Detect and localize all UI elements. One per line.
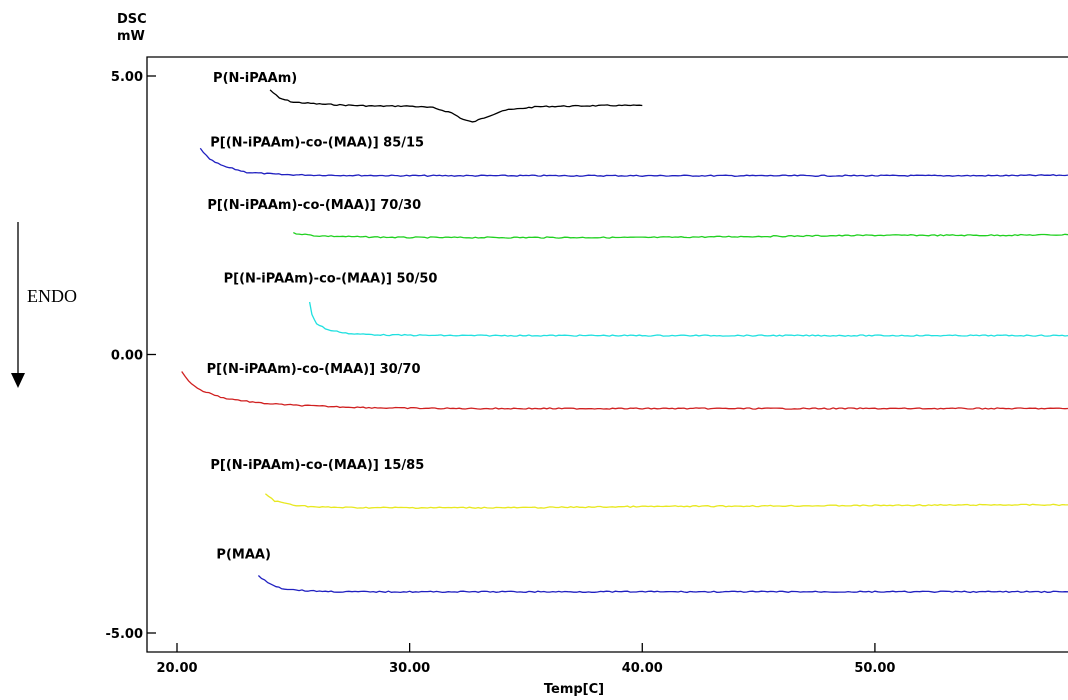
x-tick-label: 50.00 [854,661,895,676]
series-line-6 [264,493,1068,509]
series-line-5 [181,371,1068,410]
series-line-1 [269,89,643,123]
series-label-1: P(N-iPAAm) [213,71,297,86]
series-label-4: P[(N-iPAAm)-co-(MAA)] 50/50 [224,272,438,287]
y-tick-label: 0.00 [111,349,143,364]
series-label-7: P(MAA) [216,548,270,563]
series-label-2: P[(N-iPAAm)-co-(MAA)] 85/15 [210,135,424,150]
series-label-3: P[(N-iPAAm)-co-(MAA)] 70/30 [207,198,421,213]
y-tick-label: -5.00 [106,627,143,642]
endo-annotation: ENDO [27,286,77,306]
x-axis-title: Temp[C] [544,682,604,697]
y-axis-title-unit: mW [117,29,145,44]
x-tick-label: 30.00 [389,661,430,676]
series-label-6: P[(N-iPAAm)-co-(MAA)] 15/85 [210,458,424,473]
x-tick-label: 40.00 [622,661,663,676]
y-tick-label: 5.00 [111,70,143,85]
y-axis-title-dsc: DSC [117,12,147,27]
x-tick-label: 20.00 [156,661,197,676]
endo-arrow-head [11,373,25,388]
series-label-5: P[(N-iPAAm)-co-(MAA)] 30/70 [207,362,421,377]
series-line-4 [308,301,1068,337]
series-line-2 [199,147,1068,177]
series-line-3 [293,232,1068,239]
series-line-7 [257,575,1068,594]
